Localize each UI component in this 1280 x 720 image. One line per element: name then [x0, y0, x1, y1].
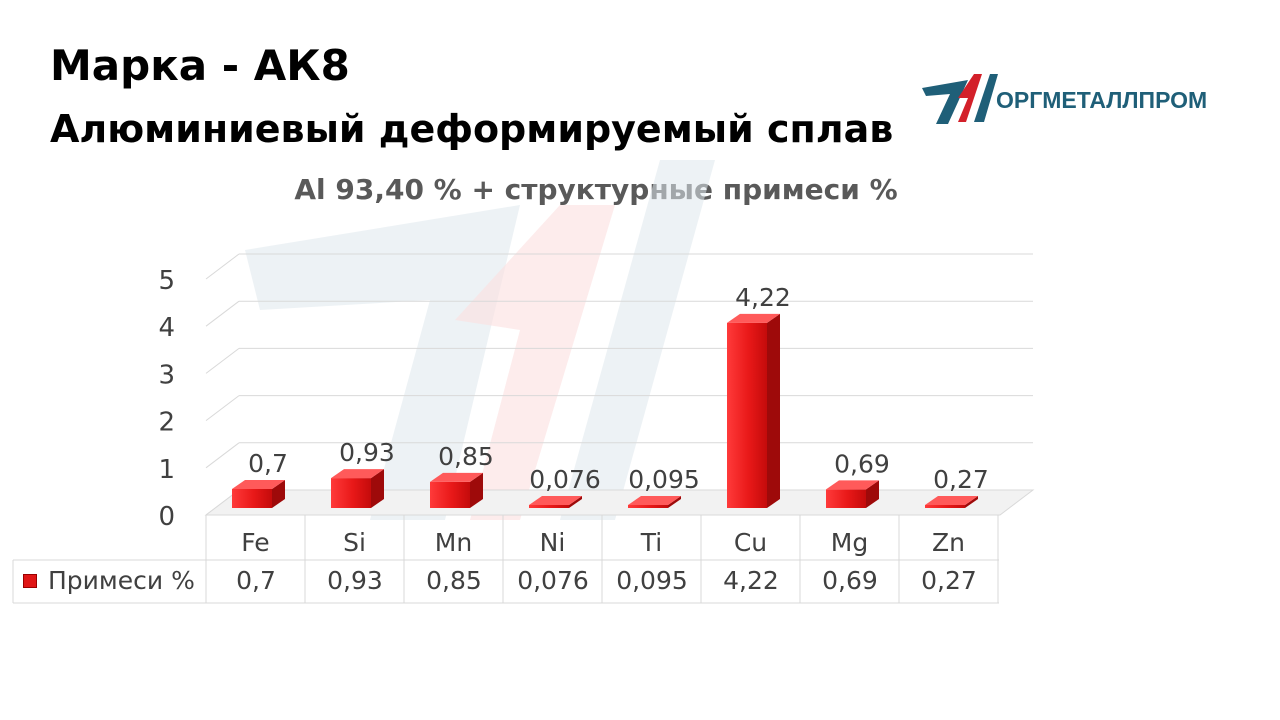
chart-title: Al 93,40 % + структурные примеси %	[294, 173, 898, 206]
data-label: 0,93	[339, 438, 395, 467]
bar-si	[331, 478, 371, 508]
y-tick-label: 1	[158, 455, 175, 485]
data-label: 0,69	[834, 449, 890, 478]
category-label: Fe	[241, 528, 269, 557]
y-tick-label: 4	[158, 313, 175, 343]
data-label: 0,095	[628, 465, 700, 494]
alloy-subtitle: Алюминиевый деформируемый сплав	[50, 107, 894, 151]
table-value-zn: 0,27	[921, 566, 977, 595]
category-label: Ni	[540, 528, 566, 557]
bar-top	[727, 313, 780, 323]
data-label: 4,22	[735, 283, 791, 312]
bar-top	[826, 480, 879, 490]
logo-text: ОРГМЕТАЛЛПРОМ	[996, 87, 1208, 113]
gridline-diagonal	[205, 442, 240, 469]
gridline-diagonal	[205, 395, 240, 421]
title-separator: -	[221, 41, 240, 90]
data-label: 0,076	[529, 465, 601, 494]
watermark-right	[560, 160, 715, 520]
bar-top	[925, 496, 978, 505]
grade-value: АК8	[253, 41, 350, 90]
category-label: Zn	[932, 528, 965, 557]
legend-label: Примеси %	[48, 566, 195, 595]
bar-side	[371, 469, 384, 508]
table-value-si: 0,93	[327, 566, 383, 595]
gridline-diagonal	[205, 253, 240, 280]
y-tick-label: 3	[158, 360, 175, 390]
page-title: Марка - АК8	[50, 40, 350, 92]
bar-side	[965, 496, 978, 508]
table-value-ni: 0,076	[517, 566, 589, 595]
data-label: 0,85	[438, 442, 494, 471]
legend-key	[23, 574, 37, 588]
bar-mg	[826, 489, 866, 508]
bar-cu	[727, 322, 767, 508]
bar-side	[272, 479, 285, 508]
table-value-mn: 0,85	[426, 566, 482, 595]
category-label: Mn	[435, 528, 472, 557]
bar-ti	[628, 505, 668, 508]
table-value-fe: 0,7	[236, 566, 276, 595]
data-label: 0,27	[933, 465, 989, 494]
gridline-diagonal	[205, 348, 240, 374]
watermark-left	[245, 205, 520, 520]
bar-top	[529, 496, 582, 505]
company-logo: ОРГМЕТАЛЛПРОМ	[918, 68, 1238, 128]
y-tick-label: 2	[158, 408, 175, 438]
bar-top	[430, 472, 483, 482]
table-value-ti: 0,095	[616, 566, 688, 595]
y-tick-label: 5	[158, 266, 175, 296]
category-label: Si	[343, 528, 366, 557]
bar-zn	[925, 505, 965, 508]
bar-top	[232, 479, 285, 489]
bar-ni	[529, 505, 569, 508]
bar-side	[569, 496, 582, 508]
watermark-middle	[455, 205, 615, 520]
bar-side	[866, 480, 879, 508]
logo-mark-icon	[922, 74, 998, 124]
bar-mn	[430, 481, 470, 508]
data-label: 0,7	[248, 449, 288, 478]
bar-top	[331, 469, 384, 479]
bar-fe	[232, 488, 272, 508]
gridline-diagonal	[205, 300, 240, 327]
bar-top	[628, 496, 681, 505]
table-value-mg: 0,69	[822, 566, 878, 595]
category-label: Ti	[640, 528, 662, 557]
category-label: Mg	[831, 528, 868, 557]
bar-side	[470, 472, 483, 508]
bar-side	[668, 496, 681, 508]
category-label: Cu	[734, 528, 767, 557]
bar-side	[767, 313, 780, 508]
table-value-cu: 4,22	[723, 566, 779, 595]
y-tick-label: 0	[158, 502, 175, 532]
chart-floor	[204, 489, 1035, 516]
grade-label: Марка	[50, 41, 208, 90]
